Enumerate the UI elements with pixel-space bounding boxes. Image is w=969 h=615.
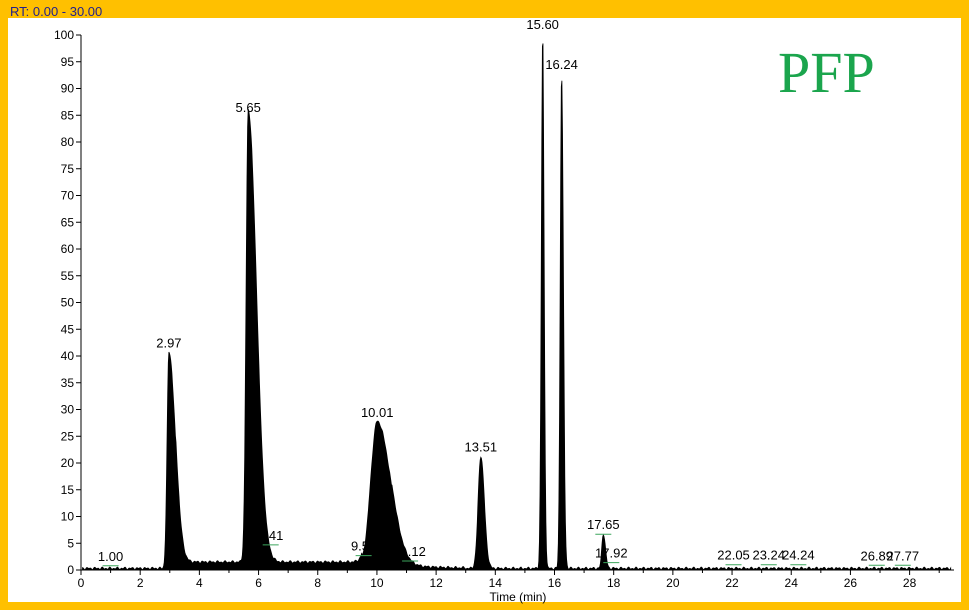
- peak-label: 15.60: [526, 17, 559, 32]
- x-axis-title: Time (min): [490, 590, 547, 604]
- peak-label: 27.77: [887, 548, 920, 563]
- x-tick-label: 6: [255, 576, 262, 590]
- y-tick-label: 100: [54, 28, 74, 42]
- y-tick-label: 75: [61, 162, 75, 176]
- y-tick-label: 10: [61, 510, 75, 524]
- y-tick-label: 55: [61, 269, 75, 283]
- peak-label: 16.24: [545, 57, 578, 72]
- y-tick-label: 30: [61, 403, 75, 417]
- y-tick-label: 25: [61, 429, 75, 443]
- x-tick-label: 28: [903, 576, 917, 590]
- peak-label: 23.24: [752, 548, 785, 563]
- chromatogram-trace: [82, 43, 952, 571]
- y-tick-label: 80: [61, 135, 75, 149]
- x-tick-label: 26: [844, 576, 858, 590]
- y-tick-label: 45: [61, 322, 75, 336]
- peak-label: 5.65: [236, 100, 261, 115]
- x-tick-label: 12: [429, 576, 443, 590]
- y-tick-label: 85: [61, 108, 75, 122]
- peak-label: 17.92: [595, 546, 628, 561]
- pfp-tag: PFP: [778, 40, 875, 105]
- y-tick-label: 20: [61, 456, 75, 470]
- peak-label: 2.97: [156, 335, 181, 350]
- x-tick-label: 4: [196, 576, 203, 590]
- x-tick-label: 24: [785, 576, 799, 590]
- y-tick-label: 40: [61, 349, 75, 363]
- x-tick-label: 20: [666, 576, 680, 590]
- y-tick-label: 70: [61, 189, 75, 203]
- x-tick-label: 2: [137, 576, 144, 590]
- x-tick-label: 0: [78, 576, 85, 590]
- header-strip: [0, 0, 969, 18]
- peak-label: 6.41: [258, 528, 283, 543]
- x-tick-label: 10: [370, 576, 384, 590]
- y-tick-label: 5: [67, 536, 74, 550]
- peak-labels: 1.00 2.97 5.65 6.41 9.55 10.01 11.12 13.51 15.60…: [98, 17, 920, 567]
- y-axis: 0 5 10 15 20 25 30 35 40 45 50 55 60 65 70 75 80 85 90 95 10…: [54, 28, 82, 577]
- peak-label: 22.05: [717, 548, 750, 563]
- peak-label: 1.00: [98, 549, 123, 564]
- y-tick-label: 95: [61, 55, 75, 69]
- peak-label: 26.89: [860, 548, 893, 563]
- peak-label: 13.51: [465, 440, 498, 455]
- y-tick-label: 35: [61, 376, 75, 390]
- x-tick-label: 16: [548, 576, 562, 590]
- peak-label: 9.55: [351, 539, 376, 554]
- peak-label: 24.24: [782, 548, 815, 563]
- y-tick-label: 15: [61, 483, 75, 497]
- peak-label: 10.01: [361, 405, 394, 420]
- trace-group: [82, 43, 952, 571]
- x-tick-label: 8: [314, 576, 321, 590]
- x-tick-label: 22: [725, 576, 739, 590]
- y-tick-label: 60: [61, 242, 75, 256]
- peak-label: 11.12: [394, 544, 426, 559]
- x-axis: 0 2 4 6 8 10 12 14 16 18 20 22 24 26 28: [78, 569, 954, 590]
- range-label: RT: 0.00 - 30.00: [10, 4, 102, 19]
- y-tick-label: 90: [61, 82, 75, 96]
- y-tick-label: 65: [61, 215, 75, 229]
- peak-label: 17.65: [587, 517, 620, 532]
- x-tick-label: 14: [489, 576, 503, 590]
- y-tick-label: 50: [61, 296, 75, 310]
- x-tick-label: 18: [607, 576, 621, 590]
- y-tick-label: 0: [67, 563, 74, 577]
